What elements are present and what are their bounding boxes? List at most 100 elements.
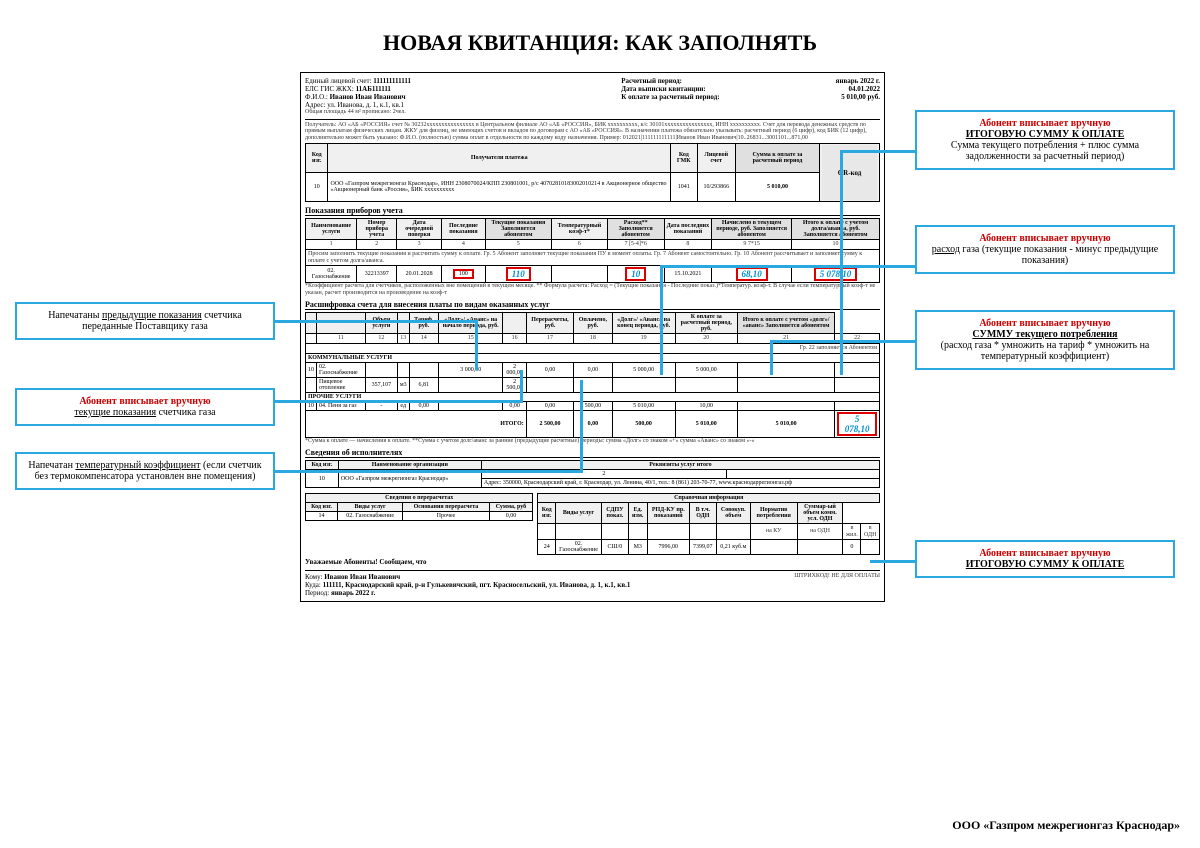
td: 1041	[670, 173, 697, 202]
header-right: Расчетный период: январь 2022 г. Дата вып…	[621, 77, 880, 116]
t2: 500,00	[635, 421, 652, 427]
t1: 0,00	[588, 421, 599, 427]
address-block: Кому: Иванов Иван Иванович Куда: 111111,…	[305, 570, 880, 597]
line	[840, 150, 843, 375]
charged-box: 68,10	[736, 267, 768, 281]
period-label: Расчетный период:	[621, 77, 682, 85]
barcode: ШТРИХКОД! НЕ ДЛЯ ОПЛАТЫ	[794, 573, 880, 597]
recipients-table: Код изг. Получатели платежа Код ГМК Лице…	[305, 143, 880, 202]
date: 04.01.2022	[849, 85, 881, 93]
exec-title: Сведения об исполнителях	[305, 448, 880, 458]
annot-right3: Абонент вписывает вручнуюСУММУ текущего …	[915, 310, 1175, 370]
line	[660, 265, 663, 375]
line	[770, 340, 773, 375]
group1: КОММУНАЛЬНЫЕ УСЛУГИ	[306, 353, 880, 362]
td: ООО «Газпром межрегионгаз Краснодар», ИН…	[328, 173, 671, 202]
th: Код ГМК	[670, 144, 697, 173]
period-label: Период:	[305, 589, 329, 597]
line	[580, 380, 583, 473]
elc-label: ЕЛС ГИС ЖКХ:	[305, 85, 354, 93]
td: 02. Газоснабжение	[338, 512, 403, 521]
total: 5 078,10	[820, 269, 852, 279]
line	[870, 560, 915, 563]
to-label: Кому:	[305, 573, 322, 581]
annot-left2: Абонент вписывает вручнуютекущие показан…	[15, 388, 275, 426]
th: Код изг.	[306, 461, 339, 470]
line	[275, 400, 520, 403]
td: 5 010,00	[767, 184, 788, 190]
meters-note: Просим заполнить текущие показания и рас…	[306, 249, 880, 265]
total-box: 5 078,10	[814, 267, 858, 281]
page-title: НОВАЯ КВИТАНЦИЯ: КАК ЗАПОЛНЯТЬ	[0, 0, 1200, 64]
th: Лицевой счет	[697, 144, 735, 173]
td: 32213397	[357, 266, 397, 283]
line	[520, 370, 523, 403]
th: Получатели платежа	[328, 144, 671, 173]
recalc-table: Сведения о перерасчетах Код изг.Виды усл…	[305, 493, 533, 521]
td: Адрес: 350000, Краснодарский край, г. Кр…	[481, 479, 879, 488]
receipt-document: Единый лицевой счет: 111111111111 ЕЛС ГИ…	[300, 72, 885, 602]
date-label: Дата выписки квитанции:	[621, 85, 705, 93]
th: Реквизиты услуг итого	[481, 461, 879, 470]
annot-right4: Абонент вписывает вручнуюИТОГОВУЮ СУММУ …	[915, 540, 1175, 578]
t4: 5 010,00	[776, 421, 797, 427]
due: 5 010,00 руб.	[841, 93, 880, 101]
current-reading-box: 110	[506, 267, 531, 281]
area: Общая площадь 44 м² прописано: 2чел.	[305, 109, 621, 116]
annot-right2: Абонент вписывает вручнуюрасход газа (те…	[915, 225, 1175, 274]
recalc-title: Сведения о перерасчетах	[306, 494, 533, 503]
td	[551, 266, 607, 283]
note22: Гр. 22 заполняется Абонентом	[306, 343, 880, 353]
th: Сумма, руб	[489, 503, 533, 512]
usage: 10	[631, 269, 640, 279]
td: 02. Газоснабжение	[306, 266, 357, 283]
meters-title: Показания приборов учета	[305, 206, 880, 216]
th: Код изг.	[306, 144, 328, 173]
total-label: ИТОГО:	[306, 410, 527, 437]
executors-table: Код изг.Наименование организацииРеквизит…	[305, 460, 880, 488]
td: Прочее	[403, 512, 489, 521]
line	[475, 320, 478, 370]
reference-table: Справочная информация Код изг.Виды услуг…	[537, 493, 880, 555]
ref-title: Справочная информация	[538, 494, 880, 503]
fio-label: Ф.И.О.:	[305, 93, 328, 101]
t0: 2 500,00	[540, 421, 561, 427]
th: Виды услуг	[338, 503, 403, 512]
coef-note: *Коэффициент расчета для счетчиков, расп…	[305, 283, 880, 296]
current-reading: 110	[512, 269, 525, 279]
header-left: Единый лицевой счет: 111111111111 ЕЛС ГИ…	[305, 77, 621, 116]
td: 14	[306, 512, 338, 521]
total-hand: 5 078,10	[845, 414, 870, 434]
annot-right1: Абонент вписывает вручнуюИТОГОВУЮ СУММУ …	[915, 110, 1175, 170]
th: Основания перерасчета	[403, 503, 489, 512]
th: Код изг.	[306, 503, 338, 512]
annot-left3: Напечатан температурный коэффициент (есл…	[15, 452, 275, 490]
meters-table: Наименование услугиНомер прибора учетаДа…	[305, 218, 880, 283]
notice: Уважаемые Абоненты! Сообщаем, что	[305, 558, 427, 566]
th: Сумма к оплате за расчетный период	[735, 144, 819, 173]
usage-box: 10	[625, 267, 646, 281]
addr-label: Адрес:	[305, 101, 325, 109]
line	[660, 265, 915, 268]
total-hand-box: 5 078,10	[837, 412, 877, 436]
to: Иванов Иван Иванович	[324, 573, 400, 581]
elc: 11АБ111111	[356, 85, 391, 93]
acct-label: Единый лицевой счет:	[305, 77, 371, 85]
td: 20.01.2028	[397, 266, 442, 283]
line	[275, 320, 475, 323]
td: 10/293866	[697, 173, 735, 202]
line	[275, 470, 580, 473]
line	[840, 150, 915, 153]
charged: 68,10	[742, 269, 762, 279]
td: 15.10.2021	[664, 266, 712, 283]
meters-data-row: 02. Газоснабжение 32213397 20.01.2028 10…	[306, 266, 880, 283]
footer-company: ООО «Газпром межрегионгаз Краснодар»	[952, 818, 1180, 833]
breakdown-table: Объем услугиТариф, руб.«Долг»/ «Аванс» н…	[305, 312, 880, 437]
where: 111111, Краснодарский край, р-н Гулькеви…	[323, 581, 631, 589]
acct: 111111111111	[373, 77, 411, 85]
annot-left1: Напечатаны предыдущие показания счетчика…	[15, 302, 275, 340]
period: январь 2022 г.	[836, 77, 880, 85]
td: 10	[306, 173, 328, 202]
period-val: январь 2022 г.	[331, 589, 375, 597]
where-label: Куда:	[305, 581, 321, 589]
